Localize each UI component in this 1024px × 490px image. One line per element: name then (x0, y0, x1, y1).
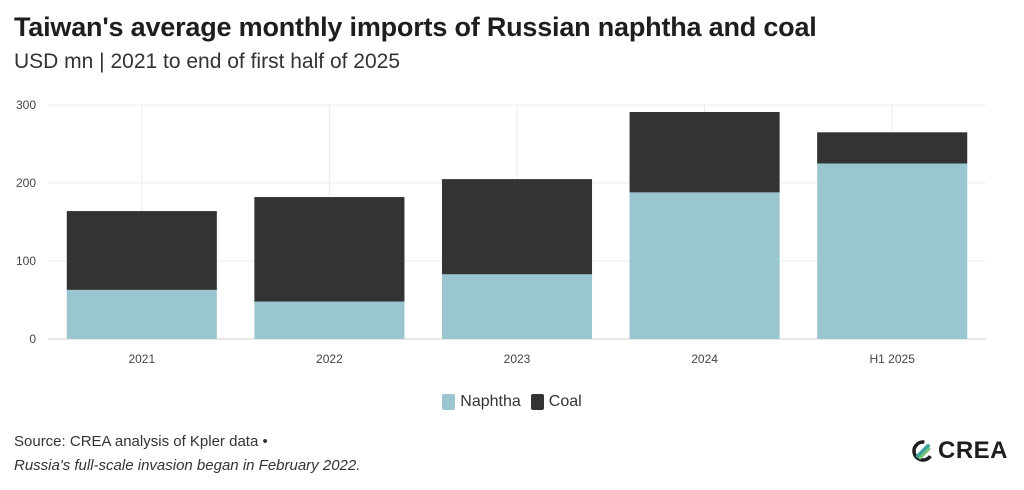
crea-logo: CREA (912, 437, 1008, 465)
source-text: Source: CREA analysis of Kpler data • (14, 433, 268, 450)
crea-leaf-icon (912, 440, 934, 462)
legend-item-naphtha: Naphtha (442, 393, 521, 411)
crea-logo-text: CREA (937, 437, 1008, 464)
legend-label-coal: Coal (548, 393, 582, 410)
bar-coal-h1-2025 (817, 132, 968, 164)
chart-legend: Naphtha Coal (0, 393, 1024, 411)
bar-coal-2024 (629, 112, 780, 193)
bar-naphtha-2021 (66, 289, 217, 339)
bar-naphtha-2024 (629, 192, 780, 339)
y-tick-label: 200 (16, 176, 36, 190)
bar-coal-2023 (441, 179, 593, 275)
chart-title: Taiwan's average monthly imports of Russ… (14, 12, 817, 42)
legend-swatch-coal (530, 394, 544, 410)
y-tick-label: 100 (16, 254, 36, 268)
bar-naphtha-2023 (441, 274, 593, 339)
bar-coal-2021 (66, 211, 217, 290)
invasion-note: Russia's full-scale invasion began in Fe… (14, 457, 361, 474)
chart-subtitle: USD mn | 2021 to end of first half of 20… (14, 50, 401, 73)
bar-naphtha-h1-2025 (817, 163, 968, 339)
x-tick-label: H1 2025 (870, 352, 916, 366)
x-tick-label: 2024 (691, 352, 718, 366)
x-tick-label: 2023 (504, 352, 531, 366)
x-tick-label: 2021 (128, 352, 155, 366)
y-tick-label: 0 (29, 332, 36, 346)
legend-label-naphtha: Naphtha (460, 393, 521, 410)
legend-swatch-naphtha (442, 394, 456, 410)
bar-coal-2022 (254, 197, 405, 302)
legend-item-coal: Coal (530, 393, 582, 411)
y-tick-label: 300 (16, 98, 36, 112)
bar-naphtha-2022 (254, 301, 405, 339)
stacked-bar-chart: 0 100 200 300 2021 2022 2023 2024 H1 2025 (16, 98, 986, 366)
x-tick-label: 2022 (316, 352, 343, 366)
